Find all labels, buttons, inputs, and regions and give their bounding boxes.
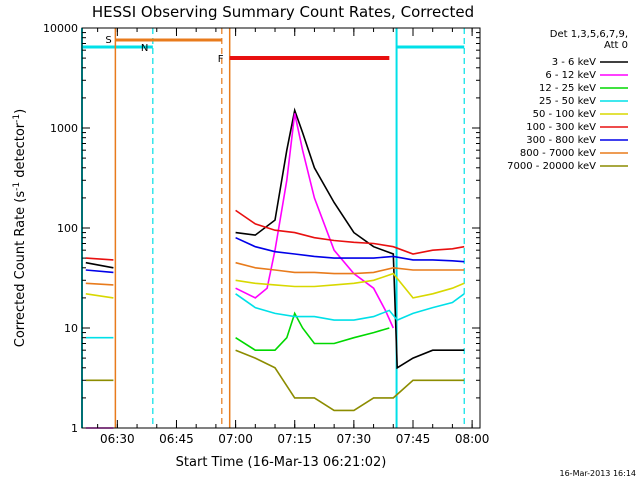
legend-label-2: 12 - 25 keV [539, 83, 596, 94]
observing-flag-spans: S N F [81, 28, 465, 428]
x-tick-label-2: 07:00 [218, 432, 253, 446]
x-tick-label-6: 08:00 [455, 432, 490, 446]
y-axis: 1 10 100 1000 10000 [43, 22, 480, 435]
legend-label-1: 6 - 12 keV [545, 70, 596, 81]
legend-header-0: Det 1,3,5,6,7,9, [550, 29, 628, 40]
y-tick-label-4: 10000 [43, 22, 78, 35]
legend-label-0: 3 - 6 keV [552, 57, 596, 68]
x-axis: 06:30 06:45 07:00 07:15 07:30 07:45 08:00 [97, 28, 490, 446]
legend-label-3: 25 - 50 keV [539, 96, 596, 107]
legend-label-8: 7000 - 20000 keV [507, 161, 596, 172]
x-tick-label-1: 06:45 [159, 432, 194, 446]
x-tick-label-4: 07:30 [337, 432, 372, 446]
legend-label-5: 100 - 300 keV [526, 122, 596, 133]
y-tick-label-1: 10 [64, 322, 78, 335]
legend-header-1: Att 0 [604, 40, 628, 51]
chart-title: HESSI Observing Summary Count Rates, Cor… [92, 3, 474, 21]
y-axis-label-sup2: -1 [12, 114, 22, 123]
flag-label-s: S [105, 35, 111, 46]
x-tick-label-5: 07:45 [396, 432, 431, 446]
series-line-7 [85, 261, 465, 286]
plot-frame [81, 27, 481, 429]
x-axis-label: Start Time (16-Mar-13 06:21:02) [176, 455, 387, 470]
series-line-3 [85, 293, 465, 339]
y-axis-label-sup1: -1 [12, 182, 22, 191]
series-line-2 [235, 311, 390, 351]
flag-label-f: F [218, 54, 224, 65]
y-tick-label-2: 100 [57, 222, 78, 235]
y-tick-label-0: 1 [71, 422, 78, 435]
flag-label-n: N [141, 43, 148, 54]
timestamp: 16-Mar-2013 16:14 [560, 469, 637, 478]
legend-label-4: 50 - 100 keV [533, 109, 597, 120]
legend-label-7: 800 - 7000 keV [520, 148, 596, 159]
y-axis-label: Corrected Count Rate (s-1 detector-1) [12, 109, 28, 347]
y-tick-label-3: 1000 [50, 122, 78, 135]
series-line-5 [85, 209, 465, 261]
series-lines [85, 107, 465, 429]
series-line-1 [85, 113, 395, 429]
legend-label-6: 300 - 800 keV [526, 135, 596, 146]
x-tick-label-0: 06:30 [100, 432, 135, 446]
series-line-0 [85, 107, 465, 370]
y-axis-label-end: ) [13, 109, 28, 114]
series-line-8 [85, 349, 465, 412]
y-axis-label-part: Corrected Count Rate (s [13, 191, 28, 348]
legend: Det 1,3,5,6,7,9,Att 0 3 - 6 keV 6 - 12 keV… [507, 29, 628, 172]
series-line-6 [85, 236, 465, 274]
x-tick-label-3: 07:15 [277, 432, 312, 446]
series-line-4 [85, 272, 465, 299]
y-axis-label-mid: detector [13, 122, 28, 182]
